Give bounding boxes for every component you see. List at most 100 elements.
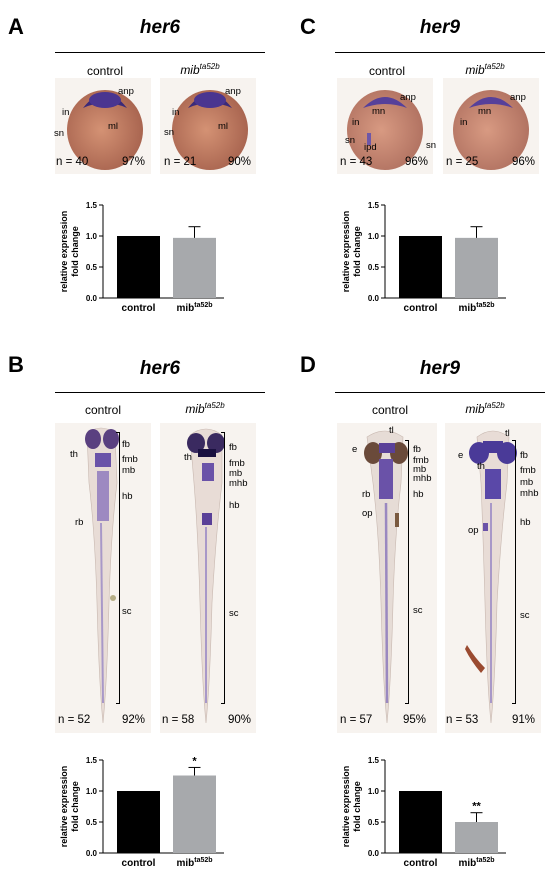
label-sc-b-ctrl: sc [122, 606, 132, 617]
label-anp-c-mut: anp [510, 92, 526, 103]
label-fb-b-ctrl: fb [122, 439, 130, 450]
label-sn-a-ctrl: sn [54, 128, 65, 139]
bar [117, 236, 160, 298]
category-label: mibta52b [176, 302, 212, 314]
bracket-b-ctrl [116, 432, 120, 704]
title-rule-d [335, 392, 545, 393]
larva-image-d-mutant [445, 423, 541, 733]
label-anp-a-mut: anp [225, 86, 241, 97]
label-mhb-d-ctrl: mhb [413, 473, 432, 484]
label-rb-d-ctrl: rb [362, 489, 371, 500]
gene-title-a: her6 [139, 17, 181, 38]
percent-c-control: 96% [405, 156, 429, 168]
label-op-d-ctrl: op [362, 508, 373, 519]
n-count-d-mutant: n = 53 [446, 714, 479, 726]
label-hb-b-mut: hb [229, 500, 240, 511]
title-rule-a [55, 52, 265, 53]
embryo-image-a-control [55, 78, 151, 174]
label-anp-a-ctrl: anp [118, 86, 134, 97]
title-rule-b [55, 392, 265, 393]
label-sc-b-mut: sc [229, 608, 239, 619]
embryo-image-a-mutant [160, 78, 256, 174]
bar-chart-d: 0.0 0.5 1.0 1.5 relative expressionfold chan… [341, 756, 506, 869]
label-th-b-mut: th [184, 452, 192, 463]
embryo-image-c-control [337, 78, 433, 174]
condition-mutant-d: mibta52b [465, 401, 505, 416]
label-fmb-d-ctrl: fmb [413, 455, 429, 466]
bar [399, 791, 442, 853]
label-in-a-mut: in [172, 107, 180, 118]
percent-d-mutant: 91% [512, 714, 536, 726]
condition-control-a: control [86, 64, 124, 78]
n-count-c-control: n = 43 [340, 156, 373, 168]
label-mhb-b-mut: mhb [229, 478, 248, 489]
category-label: control [122, 303, 156, 314]
bar-chart-c: 0.0 0.5 1.0 1.5 relative expressionfold chan… [341, 201, 506, 314]
percent-c-mutant: 96% [512, 156, 536, 168]
label-in-a-ctrl: in [62, 107, 70, 118]
label-anp-c-ctrl: anp [400, 92, 416, 103]
n-count-c-mutant: n = 25 [446, 156, 479, 168]
percent-a-control: 97% [122, 156, 146, 168]
y-tick-label: 0.0 [86, 849, 98, 858]
larva-image-b-control [55, 423, 151, 733]
category-label: mibta52b [458, 857, 494, 869]
y-axis-label: relative expressionfold change [59, 211, 80, 293]
y-tick-label: 0.0 [368, 294, 380, 303]
category-label: control [122, 858, 156, 869]
condition-mutant-b: mibta52b [185, 401, 225, 416]
label-sn-c-right: sn [426, 140, 437, 151]
category-label: mibta52b [458, 302, 494, 314]
label-hb-b-ctrl: hb [122, 491, 133, 502]
label-tl-d-mut: tl [505, 428, 510, 439]
condition-mutant-c: mibta52b [465, 62, 505, 77]
y-tick-label: 1.0 [86, 787, 98, 796]
y-tick-label: 0.5 [368, 818, 380, 827]
bar-chart-b: 0.0 0.5 1.0 1.5 relative expressionfold chan… [59, 755, 224, 869]
panel-letter-a: A [8, 14, 24, 39]
label-e-d-ctrl: e [352, 444, 358, 455]
label-mn-c-ctrl: mn [372, 106, 386, 117]
label-sn-a-mut: sn [164, 127, 175, 138]
label-fb-b-mut: fb [229, 442, 237, 453]
n-count-d-control: n = 57 [340, 714, 373, 726]
bracket-d-ctrl [405, 440, 409, 704]
significance-label: ** [472, 801, 481, 813]
bar-chart-a: 0.0 0.5 1.0 1.5 relative expressionfold chan… [59, 201, 224, 314]
bar [455, 822, 498, 853]
n-count-a-control: n = 40 [56, 156, 89, 168]
bracket-b-mut [221, 432, 225, 704]
n-count-a-mutant: n = 21 [164, 156, 197, 168]
percent-b-control: 92% [122, 714, 146, 726]
y-tick-label: 1.0 [86, 232, 98, 241]
condition-mutant-a: mibta52b [180, 62, 220, 77]
y-tick-label: 1.5 [86, 201, 98, 210]
n-count-b-control: n = 52 [58, 714, 91, 726]
label-in-c-ctrl: in [352, 117, 360, 128]
label-fmb-b-ctrl: fmb [122, 454, 138, 465]
gene-title-c: her9 [419, 17, 461, 38]
label-mhb-d-mut: mhb [520, 488, 539, 499]
label-hb-d-mut: hb [520, 517, 531, 528]
y-tick-label: 0.5 [86, 263, 98, 272]
significance-label: * [192, 755, 197, 767]
bar [117, 791, 160, 853]
y-tick-label: 0.5 [368, 263, 380, 272]
bar [399, 236, 442, 298]
label-mn-c-mut: mn [478, 106, 492, 117]
label-e-d-mut: e [458, 450, 464, 461]
label-op-d-mut: op [468, 525, 479, 536]
panel-letter-d: D [300, 352, 316, 377]
condition-control-b: control [84, 403, 122, 417]
condition-control-c: control [368, 64, 406, 78]
y-tick-label: 1.0 [368, 232, 380, 241]
label-ipd-c-ctrl: ipd [364, 142, 377, 153]
y-tick-label: 1.5 [368, 201, 380, 210]
percent-b-mutant: 90% [228, 714, 252, 726]
y-tick-label: 0.5 [86, 818, 98, 827]
bar [173, 775, 216, 853]
y-axis-label: relative expressionfold change [341, 211, 362, 293]
label-th-b-ctrl: th [70, 449, 78, 460]
embryo-image-c-mutant [443, 78, 539, 174]
label-rb-b-ctrl: rb [75, 517, 84, 528]
